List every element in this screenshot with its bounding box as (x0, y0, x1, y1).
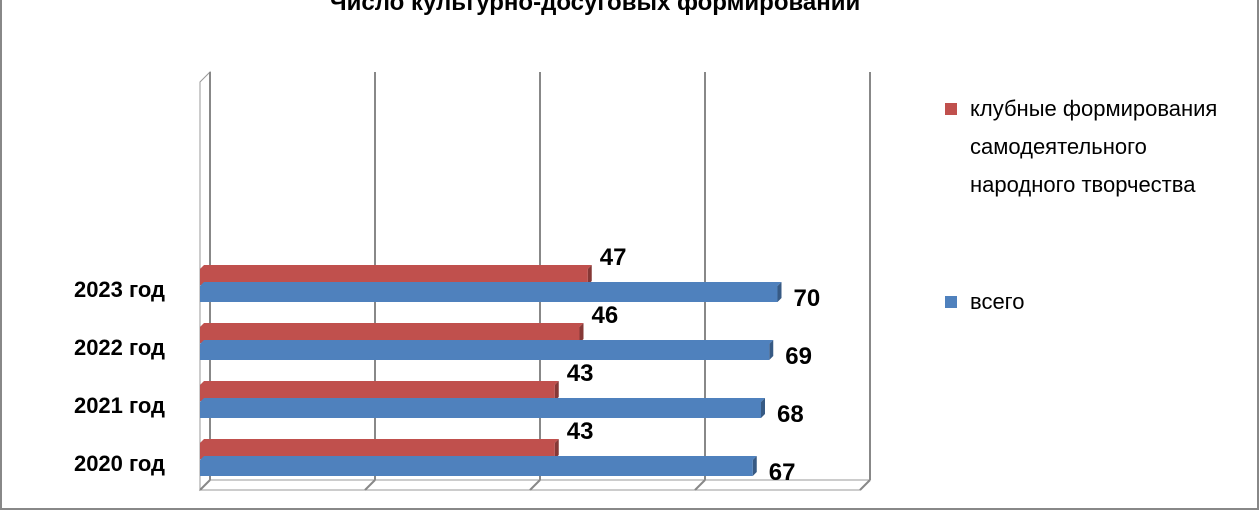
tick-mark (859, 479, 871, 491)
tick-mark (364, 479, 376, 491)
y-tick-label: 2020 год (74, 451, 165, 476)
legend-label: клубные формирования самодеятельного нар… (970, 96, 1218, 197)
bar (200, 443, 555, 459)
bar-side (761, 398, 765, 418)
bar-side (752, 456, 757, 476)
legend-swatch (945, 296, 957, 308)
legend-item: клубные формирования самодеятельного нар… (945, 90, 1230, 204)
bar-side (579, 323, 584, 343)
bar (200, 344, 770, 360)
bar-top (200, 381, 559, 385)
bar-top (200, 282, 782, 286)
bar (200, 460, 753, 476)
value-label: 68 (777, 401, 804, 428)
bar-top (200, 456, 757, 460)
legend-label: всего (970, 289, 1025, 314)
bar (200, 286, 778, 302)
y-tick-label: 2022 год (74, 335, 165, 360)
value-label: 69 (785, 343, 812, 370)
bar-top (200, 323, 584, 327)
y-tick-label: 2023 год (74, 277, 165, 302)
value-label: 70 (794, 285, 821, 312)
value-label: 43 (567, 418, 594, 445)
bar-side (769, 340, 774, 360)
bar-side (554, 439, 559, 459)
bar-top (200, 265, 592, 269)
bar-top (200, 398, 765, 402)
bar (200, 402, 761, 418)
bar-top (200, 340, 774, 344)
y-tick-label: 2021 год (74, 393, 165, 418)
legend-item: всего (945, 283, 1230, 321)
legend-swatch (945, 103, 957, 115)
tick-mark (529, 479, 541, 491)
value-label: 47 (600, 244, 627, 271)
tick-mark (694, 479, 706, 491)
value-label: 46 (592, 302, 619, 329)
bar (200, 327, 580, 343)
value-label: 43 (567, 360, 594, 387)
bar-side (777, 282, 782, 302)
tick-mark (199, 479, 211, 491)
bar-side (554, 381, 559, 401)
chart-title: Число культурно-досуговых формирований (330, 0, 861, 16)
bar (200, 269, 588, 285)
bar-top (200, 439, 559, 443)
bar (200, 385, 555, 401)
bar-side (587, 265, 592, 285)
value-label: 67 (769, 459, 796, 486)
